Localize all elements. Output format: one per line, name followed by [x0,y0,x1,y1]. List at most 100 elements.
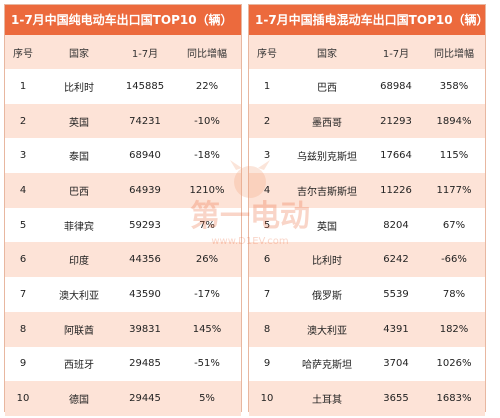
cell-rank: 5 [5,207,41,243]
cell-country: 英国 [41,103,117,139]
cell-rank: 10 [249,381,285,416]
cell-growth: 145% [173,311,241,347]
cell-country: 西班牙 [41,346,117,382]
header-growth: 同比增幅 [173,35,241,69]
header-growth: 同比增幅 [423,35,485,69]
table-row: 9 西班牙 29485 -51% [5,346,241,382]
cell-volume: 43590 [117,277,173,312]
cell-rank: 3 [249,138,285,174]
cell-rank: 9 [249,346,285,382]
table-row: 5 菲律宾 59293 7% [5,207,241,243]
cell-rank: 10 [5,381,41,416]
cell-growth: 26% [173,242,241,278]
cell-volume: 39831 [117,311,173,347]
table-row: 2 英国 74231 -10% [5,103,241,139]
cell-rank: 1 [249,69,285,104]
phev-panel-title: 1-7月中国插电混动车出口国TOP10（辆） [249,5,485,35]
cell-growth: -66% [423,242,485,278]
cell-volume: 44356 [117,242,173,278]
cell-volume: 29485 [117,346,173,382]
cell-growth: -17% [173,277,241,312]
cell-rank: 2 [5,103,41,139]
cell-rank: 5 [249,207,285,243]
table-row: 8 澳大利亚 4391 182% [249,311,485,347]
cell-volume: 11226 [369,173,423,208]
cell-volume: 17664 [369,138,423,174]
cell-growth: 182% [423,311,485,347]
cell-growth: -51% [173,346,241,382]
header-rank: 序号 [5,35,41,69]
cell-rank: 2 [249,103,285,139]
cell-growth: 115% [423,138,485,174]
cell-volume: 3655 [369,381,423,416]
cell-country: 澳大利亚 [285,311,369,347]
table-row: 5 英国 8204 67% [249,207,485,243]
table-row: 4 巴西 64939 1210% [5,173,241,208]
cell-growth: 1210% [173,173,241,208]
cell-rank: 8 [249,311,285,347]
cell-volume: 21293 [369,103,423,139]
cell-country: 俄罗斯 [285,277,369,312]
cell-country: 巴西 [41,173,117,208]
table-row: 10 土耳其 3655 1683% [249,381,485,416]
cell-volume: 59293 [117,207,173,243]
cell-growth: 1177% [423,173,485,208]
cell-rank: 1 [5,69,41,104]
phev-export-table: 序号 国家 1-7月 同比增幅 1 巴西 68984 358% 2 墨西哥 21293 189… [249,35,485,416]
table-row: 6 印度 44356 26% [5,242,241,278]
cell-country: 泰国 [41,138,117,174]
cell-growth: 78% [423,277,485,312]
cell-volume: 8204 [369,207,423,243]
cell-rank: 4 [249,173,285,208]
table-row: 1 比利时 145885 22% [5,69,241,104]
cell-volume: 29445 [117,381,173,416]
cell-country: 土耳其 [285,381,369,416]
table-row: 7 澳大利亚 43590 -17% [5,277,241,312]
cell-rank: 8 [5,311,41,347]
cell-country: 印度 [41,242,117,278]
header-country: 国家 [285,35,369,69]
cell-volume: 64939 [117,173,173,208]
cell-rank: 9 [5,346,41,382]
cell-country: 比利时 [285,242,369,278]
cell-volume: 6242 [369,242,423,278]
cell-country: 阿联酋 [41,311,117,347]
cell-growth: 1026% [423,346,485,382]
cell-country: 墨西哥 [285,103,369,139]
cell-country: 巴西 [285,69,369,104]
table-row: 7 俄罗斯 5539 78% [249,277,485,312]
table-row: 1 巴西 68984 358% [249,69,485,104]
table-row: 4 吉尔吉斯斯坦 11226 1177% [249,173,485,208]
cell-country: 澳大利亚 [41,277,117,312]
cell-volume: 68984 [369,69,423,104]
cell-volume: 68940 [117,138,173,174]
cell-volume: 3704 [369,346,423,382]
table-row: 10 德国 29445 5% [5,381,241,416]
cell-country: 吉尔吉斯斯坦 [285,173,369,208]
cell-growth: 7% [173,207,241,243]
cell-growth: 358% [423,69,485,104]
table-row: 6 比利时 6242 -66% [249,242,485,278]
cell-country: 哈萨克斯坦 [285,346,369,382]
cell-volume: 74231 [117,103,173,139]
table-row: 3 泰国 68940 -18% [5,138,241,174]
table-row: 8 阿联酋 39831 145% [5,311,241,347]
cell-growth: 1683% [423,381,485,416]
bev-panel-title: 1-7月中国纯电动车出口国TOP10（辆） [5,5,241,35]
cell-rank: 4 [5,173,41,208]
cell-growth: 1894% [423,103,485,139]
cell-country: 比利时 [41,69,117,104]
cell-country: 菲律宾 [41,207,117,243]
table-row: 9 哈萨克斯坦 3704 1026% [249,346,485,382]
cell-growth: 5% [173,381,241,416]
header-volume: 1-7月 [117,35,173,69]
table-row: 3 乌兹别克斯坦 17664 115% [249,138,485,174]
phev-export-panel: 1-7月中国插电混动车出口国TOP10（辆） 序号 国家 1-7月 同比增幅 1… [248,4,486,416]
cell-volume: 4391 [369,311,423,347]
cell-rank: 7 [249,277,285,312]
table-row: 2 墨西哥 21293 1894% [249,103,485,139]
cell-growth: 67% [423,207,485,243]
table-header-row: 序号 国家 1-7月 同比增幅 [249,35,485,69]
cell-rank: 3 [5,138,41,174]
